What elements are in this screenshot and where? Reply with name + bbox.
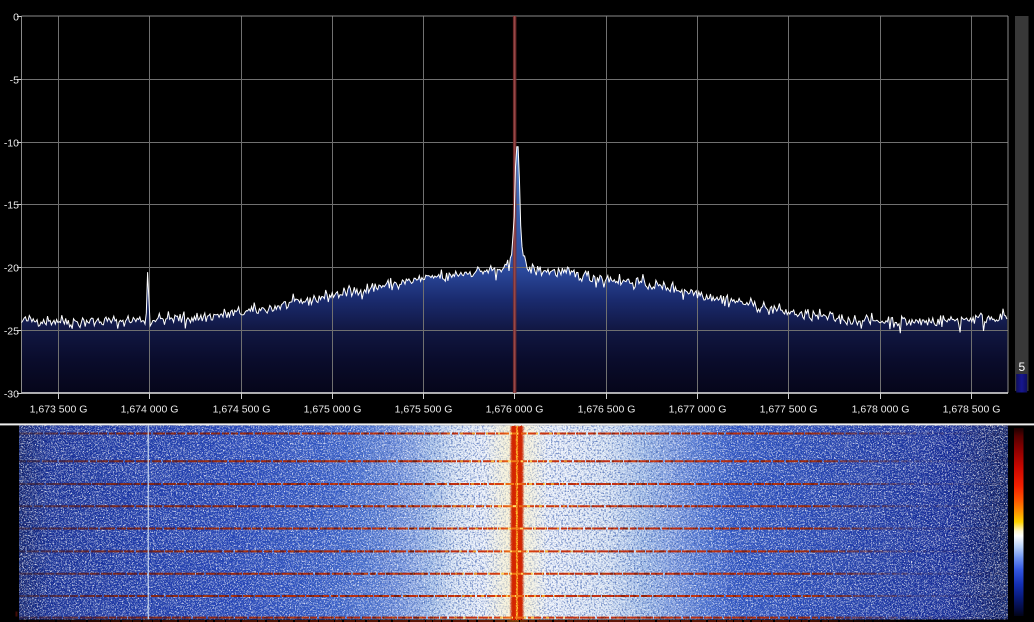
- svg-text:1,674 500 G: 1,674 500 G: [213, 404, 271, 416]
- svg-text:-20: -20: [4, 263, 19, 275]
- svg-text:-30: -30: [4, 389, 19, 401]
- svg-text:1,675 000 G: 1,675 000 G: [304, 404, 362, 416]
- svg-text:1,676 500 G: 1,676 500 G: [578, 404, 636, 416]
- svg-text:1,675 500 G: 1,675 500 G: [395, 404, 453, 416]
- svg-text:1,678 500 G: 1,678 500 G: [943, 404, 1001, 416]
- svg-text:-25: -25: [4, 326, 19, 338]
- svg-text:1,674 000 G: 1,674 000 G: [121, 404, 179, 416]
- svg-text:5: 5: [1018, 360, 1025, 374]
- svg-text:0: 0: [13, 12, 19, 24]
- svg-text:1,677 500 G: 1,677 500 G: [760, 404, 818, 416]
- svg-text:1,673 500 G: 1,673 500 G: [30, 404, 88, 416]
- svg-text:1,677 000 G: 1,677 000 G: [669, 404, 727, 416]
- svg-text:-15: -15: [4, 200, 19, 212]
- svg-text:-10: -10: [4, 138, 19, 150]
- svg-text:1,676 000 G: 1,676 000 G: [486, 404, 544, 416]
- svg-text:-5: -5: [10, 75, 19, 87]
- svg-text:1,678 000 G: 1,678 000 G: [852, 404, 910, 416]
